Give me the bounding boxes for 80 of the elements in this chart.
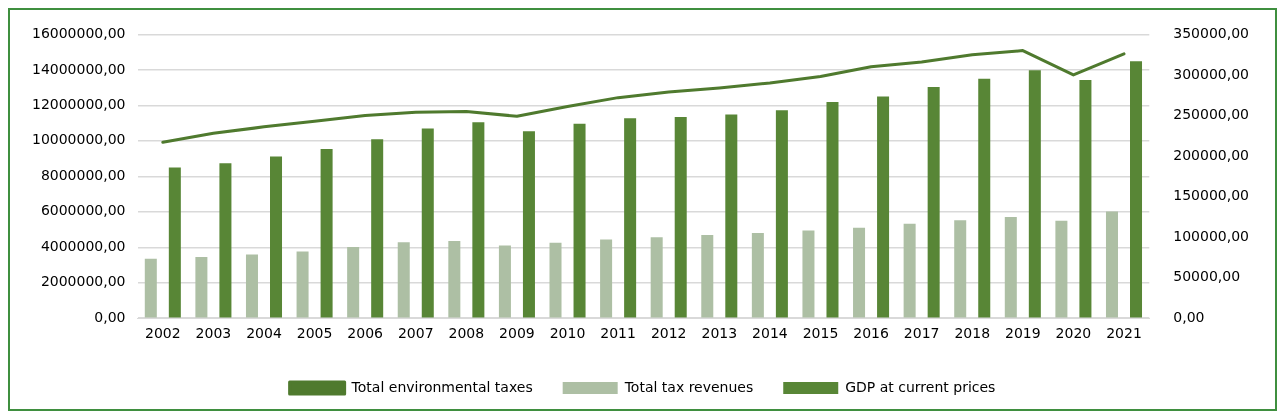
y2-tick-label: 250000,00 — [1173, 106, 1250, 123]
y2-tick-label: 50000,00 — [1173, 268, 1241, 285]
bar — [624, 118, 637, 318]
y2-tick-label: 200000,00 — [1173, 146, 1250, 163]
bar — [448, 241, 461, 318]
bar — [877, 96, 890, 318]
x-tick-label: 2018 — [954, 325, 991, 342]
x-tick-label: 2006 — [347, 325, 384, 342]
bar — [751, 233, 764, 318]
bar — [1130, 61, 1143, 318]
bar — [1055, 220, 1068, 318]
y-tick-label: 2000000,00 — [40, 273, 126, 290]
bar — [1079, 79, 1092, 318]
bar — [954, 220, 967, 318]
bar — [903, 223, 916, 318]
bar — [1105, 211, 1118, 318]
bar — [853, 227, 866, 318]
bar — [573, 123, 586, 318]
bar — [826, 101, 839, 318]
bar — [674, 116, 687, 318]
bar — [600, 239, 613, 318]
x-tick-label: 2021 — [1106, 325, 1142, 342]
bar — [270, 156, 283, 318]
x-tick-label: 2008 — [448, 325, 485, 342]
x-tick-label: 2013 — [701, 325, 738, 342]
bar — [927, 87, 940, 318]
bar — [775, 110, 788, 318]
bar — [549, 242, 562, 318]
y-tick-label: 12000000,00 — [31, 95, 126, 112]
bar — [701, 235, 714, 318]
legend-label: Total environmental taxes — [350, 378, 533, 395]
x-tick-label: 2014 — [752, 325, 788, 342]
bar — [371, 139, 384, 318]
bar — [498, 245, 511, 318]
x-tick-label: 2010 — [549, 325, 586, 342]
y-tick-label: 6000000,00 — [40, 202, 126, 219]
bar — [421, 128, 434, 318]
x-tick-label: 2020 — [1055, 325, 1092, 342]
bar — [802, 230, 815, 318]
x-tick-label: 2012 — [650, 325, 687, 342]
bar — [245, 254, 258, 318]
bar — [195, 257, 208, 318]
bar — [472, 122, 485, 318]
y2-tick-label: 300000,00 — [1173, 65, 1250, 82]
bar — [347, 246, 360, 318]
bar — [1004, 217, 1017, 318]
x-tick-label: 2002 — [145, 325, 181, 342]
x-tick-label: 2003 — [195, 325, 232, 342]
x-tick-label: 2011 — [600, 325, 636, 342]
bar — [168, 167, 181, 318]
bar — [320, 148, 333, 318]
x-tick-label: 2004 — [246, 325, 282, 342]
y-tick-label: 14000000,00 — [31, 60, 126, 77]
bar — [296, 251, 309, 318]
y2-tick-label: 350000,00 — [1173, 25, 1250, 42]
x-tick-label: 2009 — [499, 325, 535, 342]
x-tick-label: 2007 — [397, 325, 434, 342]
y2-tick-label: 100000,00 — [1173, 227, 1250, 244]
legend-label: GDP at current prices — [845, 378, 996, 395]
y-tick-label: 8000000,00 — [40, 166, 126, 183]
bar — [397, 242, 410, 318]
bar — [650, 237, 663, 318]
bar — [144, 258, 157, 318]
bar — [1028, 70, 1041, 318]
y-tick-label: 10000000,00 — [31, 131, 126, 148]
y-tick-label: 4000000,00 — [40, 237, 126, 254]
bar — [978, 78, 991, 318]
y-tick-label: 16000000,00 — [31, 25, 126, 42]
x-tick-label: 2017 — [903, 325, 940, 342]
bar — [522, 131, 535, 318]
y2-tick-label: 0,00 — [1173, 308, 1205, 325]
bar — [725, 114, 738, 318]
x-tick-label: 2016 — [853, 325, 889, 342]
x-tick-label: 2019 — [1005, 325, 1041, 342]
y-tick-label: 0,00 — [94, 308, 126, 325]
legend-label: Total tax revenues — [623, 378, 754, 395]
x-tick-label: 2005 — [296, 325, 333, 342]
bar — [219, 163, 232, 318]
x-tick-label: 2015 — [802, 325, 839, 342]
y2-tick-label: 150000,00 — [1173, 187, 1250, 204]
